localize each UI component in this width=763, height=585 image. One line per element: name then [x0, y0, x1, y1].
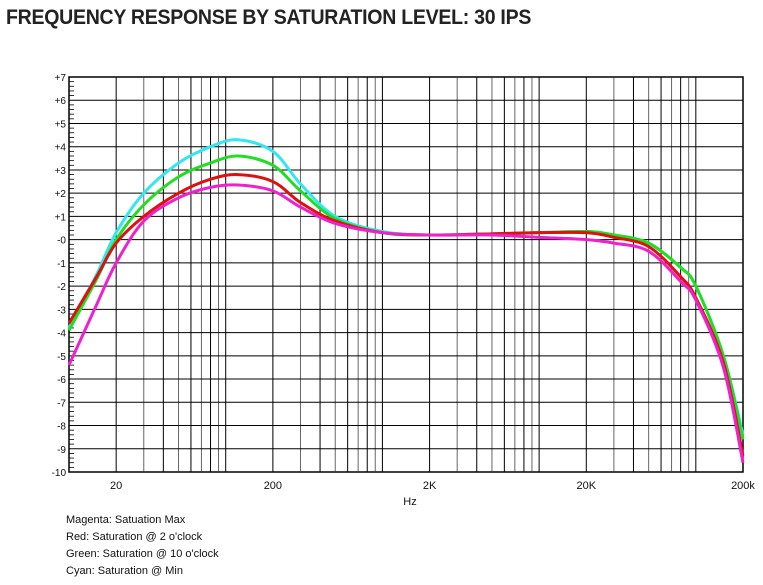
y-tick-label: -1: [57, 259, 66, 270]
x-tick-label: 200: [264, 480, 282, 492]
y-tick-label: +3: [55, 166, 67, 177]
y-tick-label: -9: [57, 445, 66, 456]
y-tick-label: -7: [57, 398, 66, 409]
y-tick-label: +5: [55, 119, 67, 130]
x-axis-label: Hz: [403, 496, 416, 508]
y-tick-label: -6: [57, 375, 66, 386]
x-tick-label: 20K: [577, 480, 597, 492]
y-tick-label: -0: [57, 236, 66, 247]
legend: Magenta: Satuation Max Red: Saturation @…: [66, 512, 219, 580]
y-tick-label: +4: [55, 143, 67, 154]
legend-entry-green: Green: Saturation @ 10 o'clock: [66, 548, 219, 560]
y-tick-label: -3: [57, 305, 66, 316]
y-tick-label: -5: [57, 352, 66, 363]
y-tick-label: +6: [55, 96, 67, 107]
plot-area: [68, 76, 744, 473]
y-tick-label: +1: [55, 212, 67, 223]
y-tick-label: +7: [55, 73, 67, 84]
legend-entry-magenta: Magenta: Satuation Max: [66, 514, 186, 526]
y-tick-label: +2: [55, 189, 67, 200]
y-tick-label: -8: [57, 422, 66, 433]
x-tick-label: 2K: [423, 480, 437, 492]
y-tick-label: -2: [57, 282, 66, 293]
x-tick-label: 20: [110, 480, 122, 492]
y-tick-label: -10: [52, 468, 67, 479]
chart-title: FREQUENCY RESPONSE BY SATURATION LEVEL: …: [6, 6, 532, 29]
legend-entry-cyan: Cyan: Saturation @ Min: [66, 565, 183, 577]
series-line-satuation-max: [67, 183, 745, 464]
legend-entry-red: Red: Saturation @ 2 o'clock: [66, 531, 203, 543]
x-tick-label: 200k: [731, 480, 755, 492]
y-tick-label: -4: [57, 329, 66, 340]
